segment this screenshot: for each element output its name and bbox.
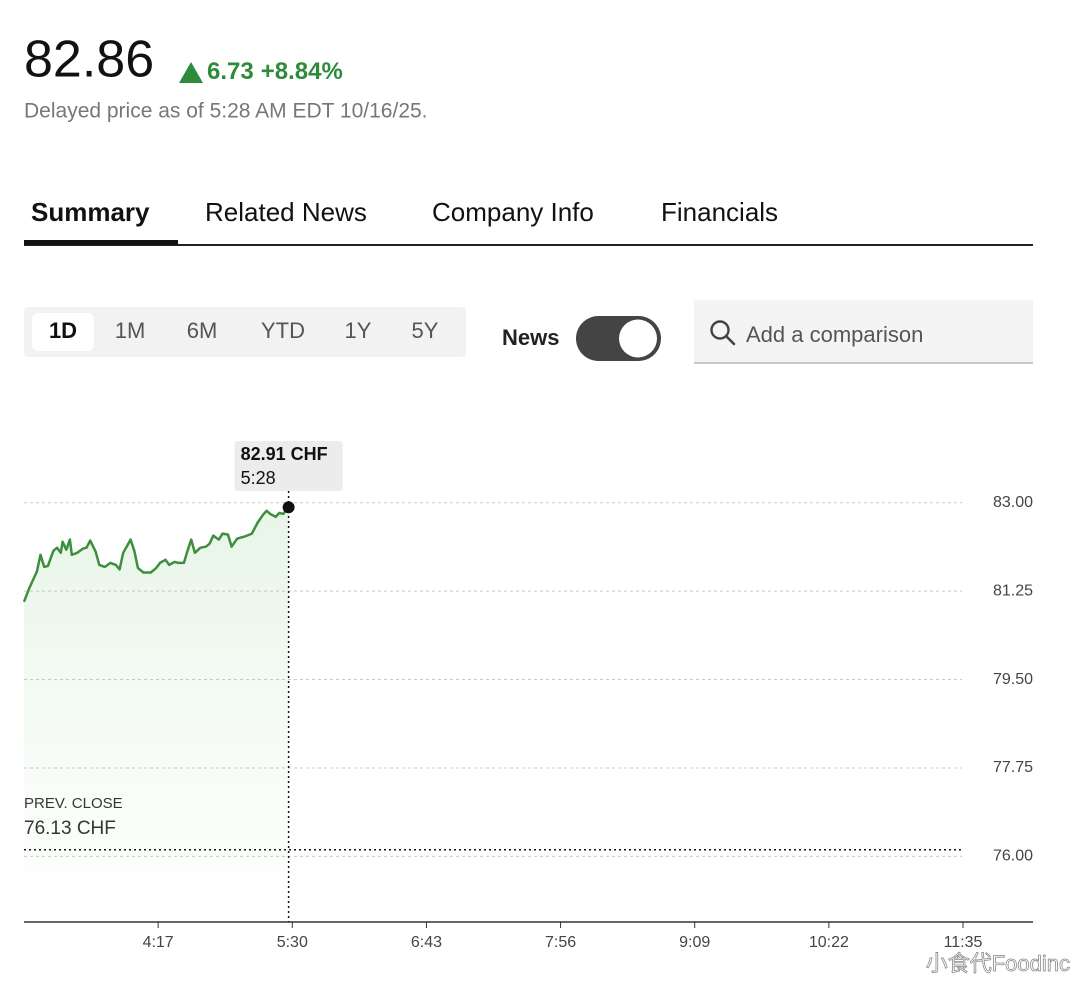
ranges: 1D 1M 6M YTD 1Y 5Y — [32, 313, 439, 351]
x-tick-label: 10:22 — [809, 934, 849, 951]
delayed-note: Delayed price as of 5:28 AM EDT 10/16/25… — [24, 100, 428, 123]
search-placeholder[interactable]: Add a comparison — [746, 322, 923, 347]
change-abs: 6.73 — [207, 58, 254, 85]
y-tick-label: 81.25 — [993, 582, 1033, 599]
tooltip-time: 5:28 — [241, 468, 276, 488]
tooltip-box — [234, 441, 343, 491]
x-tick-label: 7:56 — [545, 934, 576, 951]
range-button[interactable]: 6M — [187, 318, 218, 343]
range-button[interactable]: 1Y — [345, 318, 372, 343]
tab[interactable]: Financials — [661, 197, 778, 227]
x-tick-label: 5:30 — [277, 934, 308, 951]
tabs: Summary Related News Company Info Financial… — [24, 197, 778, 245]
news-toggle[interactable] — [576, 316, 661, 361]
range-button[interactable]: YTD — [261, 318, 305, 343]
tab[interactable]: Summary — [31, 197, 150, 227]
x-tick-label: 4:17 — [143, 934, 174, 951]
tab-indicator — [24, 240, 178, 245]
price-line — [22, 506, 290, 603]
price-area — [24, 507, 289, 922]
y-tick-label: 76.00 — [993, 848, 1033, 865]
y-tick-label: 83.00 — [993, 494, 1033, 511]
x-tick-label: 9:09 — [679, 934, 710, 951]
watermark: 小食代Foodinc — [926, 951, 1070, 976]
range-button[interactable]: 5Y — [412, 318, 439, 343]
x-tick-label: 11:35 — [944, 934, 983, 951]
chart: 76.00 77.75 79.50 81.25 83.00 4:17 5:30 6:43 7:5… — [22, 441, 1033, 951]
up-arrow — [179, 62, 203, 83]
news-label: News — [502, 325, 559, 350]
range-bar — [24, 307, 466, 357]
price: 82.86 — [24, 31, 154, 89]
search-box[interactable] — [694, 300, 1033, 363]
change: 6.73 +8.84% — [207, 58, 343, 85]
cursor-dot — [282, 501, 295, 514]
range-selected — [32, 313, 94, 351]
change-pct: +8.84% — [261, 58, 343, 85]
search-icon-handle — [724, 334, 736, 346]
range-button[interactable]: 1D — [49, 318, 77, 343]
tab[interactable]: Related News — [205, 197, 367, 227]
tooltip-value: 82.91 CHF — [241, 444, 328, 464]
toggle-knob — [619, 319, 657, 358]
range-button[interactable]: 1M — [115, 318, 146, 343]
search-icon — [710, 320, 730, 340]
x-tick-label: 6:43 — [411, 934, 442, 951]
y-tick-label: 79.50 — [993, 671, 1033, 688]
tab[interactable]: Company Info — [432, 197, 594, 227]
y-tick-label: 77.75 — [993, 759, 1033, 776]
